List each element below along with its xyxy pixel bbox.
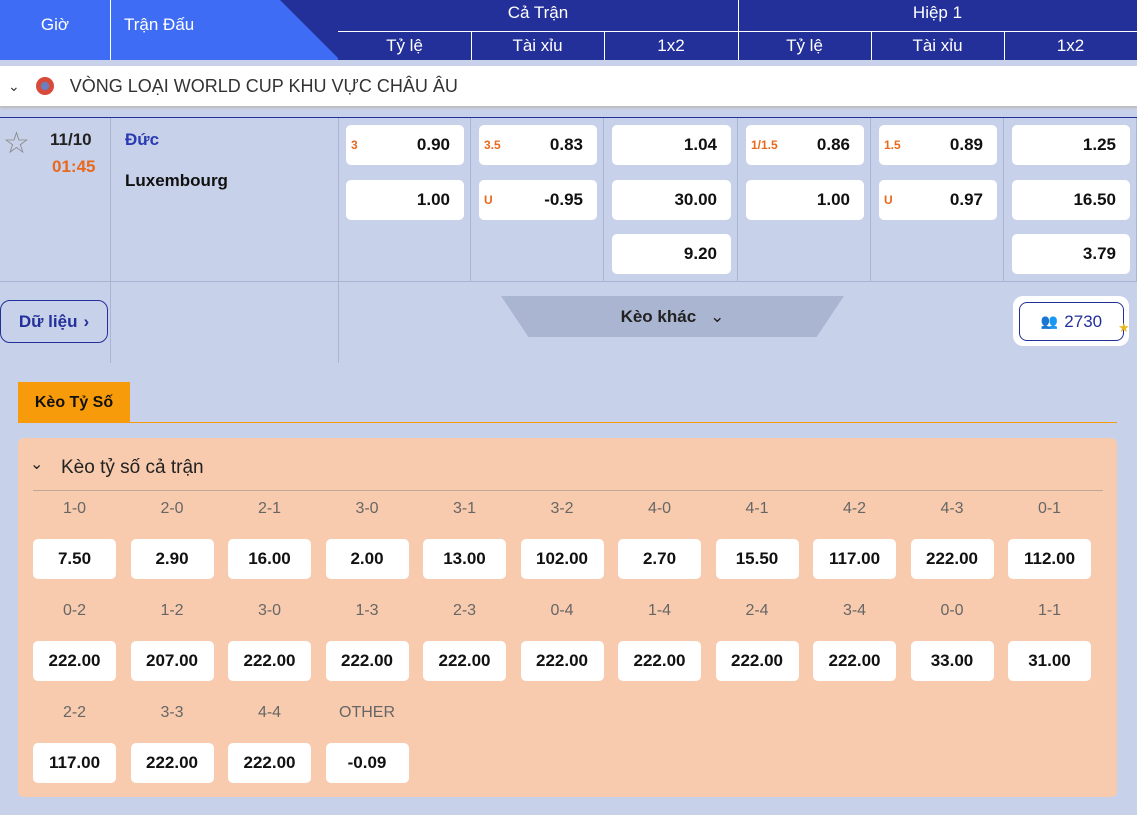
- score-label: 3-3: [160, 704, 184, 721]
- panel-title: Kèo tỷ số cả trận: [61, 457, 204, 478]
- score-label: 2-4: [745, 602, 769, 619]
- score-odds-button[interactable]: 117.00: [813, 539, 896, 579]
- header-time: Giờ: [40, 15, 70, 34]
- favorite-star-icon[interactable]: ☆: [3, 127, 30, 160]
- odds-button[interactable]: 1.00: [746, 180, 864, 220]
- score-odds-button[interactable]: 2.00: [325, 539, 409, 579]
- score-odds-button[interactable]: 222.00: [130, 743, 214, 783]
- score-odds-button[interactable]: 222.00: [423, 641, 506, 681]
- header-col: Tài xỉu: [912, 35, 963, 55]
- odds-button[interactable]: 3.5 0.83: [479, 125, 597, 165]
- chevron-down-icon[interactable]: ⌄: [30, 456, 44, 473]
- header-full-match: Cả Trận: [507, 3, 569, 22]
- score-odds-button[interactable]: 222.00: [33, 641, 116, 681]
- score-label: 4-2: [842, 500, 867, 517]
- score-odds-button[interactable]: 207.00: [130, 641, 214, 681]
- sparkle-star-icon: ★: [1118, 320, 1130, 335]
- users-icon: 👥: [1040, 313, 1059, 329]
- header-match: Trận Đấu: [124, 15, 195, 34]
- score-odds-button[interactable]: 7.50: [33, 539, 116, 579]
- score-label: 0-4: [550, 602, 574, 619]
- header-col: Tỷ lệ: [386, 35, 423, 55]
- chevron-right-icon: ›: [83, 311, 90, 331]
- score-label: 1-4: [647, 602, 672, 619]
- score-odds-button[interactable]: 13.00: [423, 539, 506, 579]
- score-label: 4-0: [647, 500, 672, 517]
- correct-score-panel: ⌄ Kèo tỷ số cả trận 1-0 7.50 2-0 2.90 2-1 16.…: [18, 438, 1117, 797]
- odds-button[interactable]: 3 0.90: [346, 125, 464, 165]
- home-team[interactable]: Đức: [125, 130, 160, 149]
- score-odds-button[interactable]: 2.70: [618, 539, 701, 579]
- tab-correct-score[interactable]: Kèo Tỷ Số: [18, 382, 130, 423]
- odds-button[interactable]: U 0.97: [879, 180, 997, 220]
- odds-button[interactable]: 30.00: [612, 180, 731, 220]
- score-label: 4-3: [940, 500, 964, 517]
- score-label: 1-3: [355, 602, 379, 619]
- score-odds-button[interactable]: 222.00: [520, 641, 604, 681]
- score-label: 3-4: [842, 602, 867, 619]
- score-label: 3-0: [257, 602, 282, 619]
- score-label: 4-1: [745, 500, 769, 517]
- score-odds-button[interactable]: -0.09: [325, 743, 409, 783]
- header-col: Tài xỉu: [512, 35, 563, 55]
- score-odds-button[interactable]: 16.00: [228, 539, 311, 579]
- score-odds-button[interactable]: 222.00: [715, 641, 799, 681]
- score-odds-button[interactable]: 102.00: [520, 539, 604, 579]
- match-time: 01:45: [52, 157, 96, 176]
- uefa-logo-icon: [35, 77, 54, 95]
- odds-button[interactable]: 3.79: [1012, 234, 1130, 274]
- score-label: 3-1: [452, 500, 477, 517]
- league-row[interactable]: ⌄ VÒNG LOẠI WORLD CUP KHU VỰC CHÂU ÂU: [0, 66, 1137, 106]
- score-label: 0-1: [1037, 500, 1062, 517]
- league-name: VÒNG LOẠI WORLD CUP KHU VỰC CHÂU ÂU: [69, 75, 458, 96]
- score-label: 2-3: [452, 602, 477, 619]
- score-odds-button[interactable]: 222.00: [325, 641, 409, 681]
- odds-button[interactable]: 1/1.5 0.86: [746, 125, 864, 165]
- score-label: 4-4: [257, 704, 282, 721]
- score-label: 3-2: [550, 500, 574, 517]
- score-odds-button[interactable]: 33.00: [910, 641, 994, 681]
- score-label: 1-1: [1037, 602, 1062, 619]
- odds-button[interactable]: 1.25: [1012, 125, 1130, 165]
- header-half-1: Hiệp 1: [912, 3, 963, 22]
- away-team[interactable]: Luxembourg: [125, 171, 228, 190]
- chevron-down-icon: ⌄: [710, 306, 725, 326]
- score-odds-button[interactable]: 112.00: [1008, 539, 1091, 579]
- data-button[interactable]: Dữ liệu ›: [0, 300, 108, 343]
- odds-button[interactable]: 9.20: [612, 234, 731, 274]
- odds-button[interactable]: 1.04: [612, 125, 731, 165]
- score-odds-button[interactable]: 222.00: [910, 539, 994, 579]
- score-label: OTHER: [339, 704, 395, 721]
- odds-button[interactable]: 1.00: [346, 180, 464, 220]
- score-label: 0-2: [62, 602, 87, 619]
- score-odds-button[interactable]: 117.00: [33, 743, 116, 783]
- score-odds-button[interactable]: 15.50: [715, 539, 799, 579]
- header-col: Tỷ lệ: [786, 35, 823, 55]
- odds-button[interactable]: 1.5 0.89: [879, 125, 997, 165]
- match-row: ☆ 11/10 01:45 Đức Luxembourg 3 0.90 1.00 3.…: [0, 117, 1137, 363]
- header-col: 1x2: [1056, 35, 1085, 55]
- score-odds-button[interactable]: 2.90: [130, 539, 214, 579]
- score-label: 1-2: [160, 602, 184, 619]
- score-label: 3-0: [355, 500, 379, 517]
- more-odds-button[interactable]: Kèo khác ⌄: [501, 296, 844, 337]
- score-odds-button[interactable]: 222.00: [228, 743, 311, 783]
- viewers-button[interactable]: 👥 2730: [1019, 302, 1124, 341]
- header-col: 1x2: [657, 35, 685, 55]
- score-odds-button[interactable]: 31.00: [1008, 641, 1091, 681]
- score-label: 1-0: [62, 500, 87, 517]
- match-date: 11/10: [50, 130, 92, 149]
- odds-button[interactable]: 16.50: [1012, 180, 1130, 220]
- score-odds-button[interactable]: 222.00: [813, 641, 896, 681]
- odds-button[interactable]: U -0.95: [479, 180, 597, 220]
- score-label: 2-0: [160, 500, 184, 517]
- score-odds-button[interactable]: 222.00: [228, 641, 311, 681]
- score-label: 2-1: [257, 500, 282, 517]
- score-label: 2-2: [62, 704, 87, 721]
- score-odds-button[interactable]: 222.00: [618, 641, 701, 681]
- score-label: 0-0: [940, 602, 964, 619]
- chevron-down-icon[interactable]: ⌄: [8, 77, 20, 94]
- odds-table-header: Giờ Trận Đấu Cả Trận Hiệp 1 Tỷ lệ Tài xỉu…: [0, 0, 1137, 60]
